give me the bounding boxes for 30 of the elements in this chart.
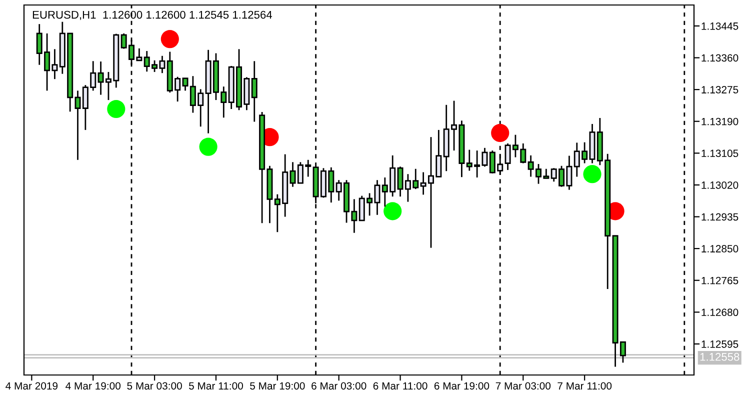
- point: [491, 124, 510, 142]
- y-tick-label: 1.12595: [702, 340, 738, 348]
- x-tick-label: 4 Mar 19:00: [66, 382, 120, 390]
- x-tick-label: 5 Mar 11:00: [188, 382, 243, 390]
- point: [107, 100, 126, 118]
- point: [199, 138, 218, 156]
- x-tick-label: 4 Mar 2019: [6, 382, 58, 390]
- x-tick-label: 5 Mar 19:00: [250, 382, 305, 390]
- y-tick-label: 1.13445: [702, 22, 738, 30]
- y-tick-label: 1.12765: [702, 276, 738, 284]
- x-tick-label: 6 Mar 11:00: [373, 382, 428, 390]
- y-tick-label: 1.13190: [702, 118, 738, 126]
- x-tick-label: 6 Mar 19:00: [434, 382, 490, 390]
- point: [160, 30, 179, 48]
- y-tick-label: 1.12935: [702, 213, 738, 221]
- y-tick-label: 1.13020: [702, 181, 738, 189]
- chart-title: EURUSD,H1 1.12600 1.12600 1.12545 1.12564: [32, 10, 272, 20]
- y-tick-label: 1.13360: [702, 54, 738, 62]
- x-tick-label: 7 Mar 11:00: [558, 382, 612, 390]
- point: [583, 165, 602, 184]
- x-tick-label: 7 Mar 03:00: [496, 382, 551, 390]
- point: [384, 202, 402, 220]
- y-tick-label: 1.12850: [702, 245, 738, 252]
- ref-line-label: 1.12558: [700, 352, 740, 361]
- x-tick-label: 6 Mar 03:00: [312, 382, 366, 390]
- y-tick-label: 1.13105: [702, 150, 738, 158]
- x-tick-label: 5 Mar 03:00: [127, 382, 182, 390]
- y-tick-label: 1.12680: [702, 308, 738, 316]
- candlestick: [251, 60, 258, 122]
- y-tick-label: 1.13275: [702, 86, 738, 94]
